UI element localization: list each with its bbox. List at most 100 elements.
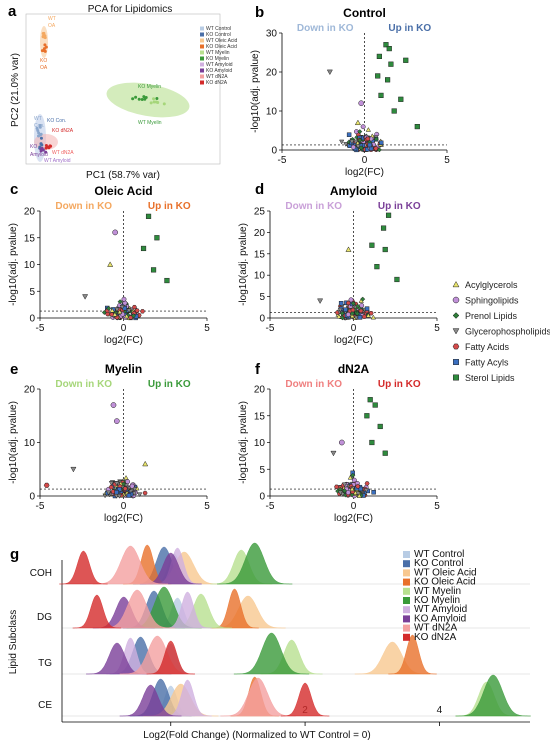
pca-legend-label: WT Amyloid [206,62,233,68]
pca-point [162,102,166,106]
point-sterol-lipids [391,108,397,114]
point-acylglycerols [349,486,355,492]
class-legend-label: Prenol Lipids [465,311,518,321]
pca-legend-swatch [200,44,204,49]
point-glycerophospholipids [108,481,115,486]
volcano-points [43,402,149,499]
point-fatty-acyls [453,359,459,365]
point-acylglycerols [336,313,342,319]
point-sterol-lipids [398,96,404,102]
volcano-title: Myelin [105,362,142,376]
pca-legend-swatch [200,68,204,73]
pca-point [137,97,141,101]
class-legend-label: Sterol Lipids [465,373,515,383]
pca-group-label: KO [30,144,37,150]
x-tick-label: 0 [362,155,368,166]
point-sterol-lipids [383,42,389,48]
pca-legend-label: KO Oleic Acid [206,44,237,50]
point-sterol-lipids [164,277,170,284]
x-tick-label: 0 [351,501,357,512]
point-sterol-lipids [140,245,147,252]
pca-point [44,45,48,49]
point-acylglycerols [123,313,130,319]
pca-point [152,100,156,104]
point-sterol-lipids [388,61,394,67]
ridge-legend-label: KO Amyloid [414,613,466,624]
x-tick-label: 5 [204,501,210,512]
point-fatty-acids [140,309,146,314]
pca-point [40,49,44,53]
pca-point [155,96,159,100]
point-fatty-acyls [114,489,119,495]
x-tick-label: 0 [351,323,357,334]
pca-legend-label: KO Amyloid [206,68,232,74]
point-prenol-lipids [342,488,348,494]
point-sterol-lipids [369,242,375,248]
y-tick-label: 0 [271,146,277,157]
down-in-ko-label: Down in KO [55,201,112,212]
point-acylglycerols [112,311,118,317]
ridge-density-ko-amyloid [119,684,182,717]
point-fatty-acids [43,482,50,488]
point-sphingolipids [345,312,351,317]
point-sphingolipids [110,402,117,408]
ridge-density-ko-oleic-acid [388,634,437,675]
point-sterol-lipids [453,374,459,381]
y-tick-label: 15 [254,411,266,422]
pca-point [39,142,43,146]
ridge-density-ko-dn2a [146,640,195,675]
ridge-curves: COHDGTGCE024 [30,542,531,726]
point-acylglycerols [117,309,123,315]
pca-x-label: PC1 (58.7% var) [86,170,160,181]
point-glycerophospholipids [114,481,120,487]
y-tick-label: 5 [29,287,35,298]
point-prenol-lipids [350,472,356,478]
point-fatty-acids [361,314,367,319]
pca-group-label: KO [40,58,47,64]
point-glycerophospholipids [363,488,369,493]
pca-group-label: KO Con. [47,118,66,124]
ridge-legend-label: KO dN2A [414,632,457,643]
ridge-legend-swatch [403,606,410,614]
y-tick-label: 10 [254,438,266,449]
point-glycerophospholipids [116,493,123,499]
pca-group-label: WT dN2A [52,150,74,156]
x-tick-label: 0 [121,501,127,512]
pca-group-label: Amyloid [30,152,48,158]
ridge-density-ko-myelin [455,674,531,717]
y-tick-label: 5 [259,292,265,303]
panel-letter: d [255,181,264,198]
y-tick-label: 10 [266,107,278,118]
point-fatty-acids [134,308,140,313]
panel-letter: c [10,181,18,198]
pca-point [40,148,44,152]
point-sterol-lipids [382,450,388,456]
ridge-row-label: TG [38,658,52,669]
pca-points [35,31,166,154]
point-fatty-acids [110,489,116,494]
point-fatty-acids [105,311,111,317]
pca-point [44,146,48,150]
pca-legend-label: WT Control [206,26,231,32]
pca-legend-swatch [200,62,204,67]
ridge-x-tick-label: 4 [437,705,443,716]
x-tick-label: -5 [278,155,287,166]
y-tick-label: 0 [29,492,35,503]
down-in-ko-label: Down in KO [285,379,342,390]
point-sphingolipids [348,297,354,303]
point-sterol-lipids [372,402,378,408]
point-glycerophospholipids [317,298,324,304]
volcano-points [317,212,400,321]
point-fatty-acyls [357,315,363,320]
point-sterol-lipids [403,57,409,63]
x-tick-label: -5 [266,323,275,334]
volcano-title: Control [343,6,386,20]
ridge-x-label: Log2(Fold Change) (Normalized to WT Cont… [143,730,370,741]
volcano-points [330,397,388,499]
pca-point [134,95,138,99]
point-sphingolipids [358,100,365,107]
pca-group-label: Con. [34,123,45,129]
